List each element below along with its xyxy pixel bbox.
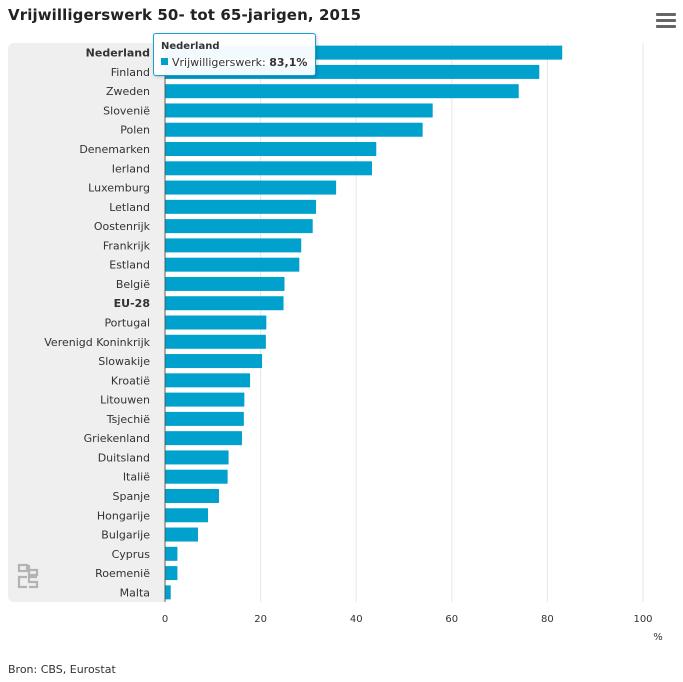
bar[interactable] [165, 199, 317, 214]
bar[interactable] [165, 354, 263, 369]
category-label: Hongarije [97, 509, 150, 522]
bar[interactable] [165, 527, 198, 542]
category-label: Slovenië [103, 104, 150, 117]
bar[interactable] [165, 585, 171, 600]
bar[interactable] [165, 122, 423, 137]
bar[interactable] [165, 392, 245, 407]
x-tick-label: 20 [254, 614, 267, 625]
category-label: België [116, 278, 150, 291]
category-label: Kroatië [111, 374, 150, 387]
category-label: Luxemburg [88, 182, 150, 195]
tooltip-series: Vrijwilligerswerk: [172, 56, 266, 69]
x-tick-label: 40 [350, 614, 363, 625]
bar[interactable] [165, 334, 266, 349]
bar[interactable] [165, 546, 178, 561]
category-label: Letland [109, 201, 150, 214]
tooltip-row: Vrijwilligerswerk: 83,1% [161, 56, 307, 69]
bar[interactable] [165, 411, 244, 426]
category-label: Duitsland [98, 451, 150, 464]
category-label: Slowakije [98, 355, 150, 368]
bar[interactable] [165, 238, 302, 253]
category-label: Litouwen [100, 394, 150, 407]
category-label: Nederland [86, 47, 150, 60]
category-label: Ierland [112, 162, 150, 175]
chart-title: Vrijwilligerswerk 50- tot 65-jarigen, 20… [8, 6, 362, 24]
category-label: Cyprus [112, 548, 151, 561]
bar[interactable] [165, 469, 228, 484]
category-label: Spanje [112, 490, 150, 503]
bar[interactable] [165, 450, 229, 465]
x-tick-label: 60 [445, 614, 458, 625]
x-tick-label: 100 [633, 614, 652, 625]
bar[interactable] [165, 296, 284, 311]
bar[interactable] [165, 431, 242, 446]
tooltip-value: 83,1% [269, 56, 308, 69]
bar[interactable] [165, 488, 220, 503]
x-tick-label: 80 [541, 614, 554, 625]
bar[interactable] [165, 180, 337, 195]
category-label: Portugal [104, 317, 150, 330]
category-label: Malta [120, 586, 150, 599]
tooltip-swatch [161, 58, 168, 65]
category-label: Estland [109, 259, 150, 272]
bar[interactable] [165, 103, 433, 118]
category-label: Polen [120, 124, 150, 137]
category-label: Italië [123, 471, 150, 484]
bar[interactable] [165, 257, 300, 272]
bar[interactable] [165, 84, 519, 99]
cbs-logo-icon [17, 563, 39, 589]
bar[interactable] [165, 142, 377, 157]
tooltip-title: Nederland [161, 41, 220, 52]
category-label: Frankrijk [103, 239, 151, 252]
bar[interactable] [165, 161, 372, 176]
bar[interactable] [165, 373, 251, 388]
bar[interactable] [165, 508, 209, 523]
category-label: Finland [111, 66, 150, 79]
bar[interactable] [165, 276, 285, 291]
category-label-panel [8, 43, 164, 602]
category-label: Verenigd Koninkrijk [44, 336, 150, 349]
x-axis-label: % [653, 632, 663, 643]
source-note: Bron: CBS, Eurostat [8, 663, 116, 676]
category-label: Tsjechië [106, 413, 151, 426]
x-tick-label: 0 [162, 614, 168, 625]
tooltip: Nederland Vrijwilligerswerk: 83,1% [153, 33, 316, 76]
bar[interactable] [165, 315, 267, 330]
bar[interactable] [165, 219, 313, 234]
category-label: Roemenië [95, 567, 150, 580]
bar[interactable] [165, 566, 178, 581]
category-label: Oostenrijk [94, 220, 151, 233]
category-label: EU-28 [114, 297, 150, 310]
category-label: Bulgarije [101, 529, 150, 542]
category-label: Zweden [106, 85, 150, 98]
category-label: Griekenland [84, 432, 150, 445]
category-label: Denemarken [79, 143, 150, 156]
hamburger-menu-icon[interactable] [656, 13, 676, 31]
